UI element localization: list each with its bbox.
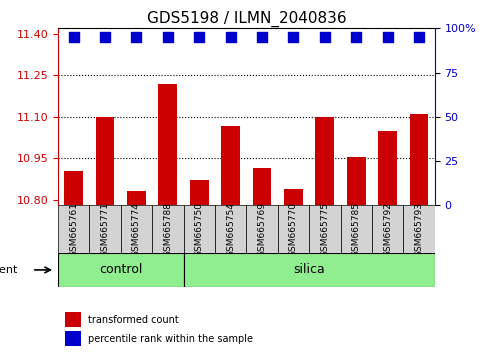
FancyBboxPatch shape [246,205,278,253]
Point [353,34,360,39]
Text: GSM665792: GSM665792 [383,202,392,257]
Text: GSM665761: GSM665761 [69,202,78,257]
Bar [96,117,114,205]
Text: GSM665793: GSM665793 [414,202,424,257]
Point [258,34,266,39]
Text: percentile rank within the sample: percentile rank within the sample [88,334,253,344]
Point [290,34,298,39]
Point [195,34,203,39]
Bar [66,331,81,346]
Bar [127,192,146,205]
Text: agent: agent [0,265,17,275]
Bar [190,181,209,205]
Title: GDS5198 / ILMN_2040836: GDS5198 / ILMN_2040836 [146,11,346,27]
Bar [315,117,334,205]
Text: GSM665750: GSM665750 [195,202,204,257]
FancyBboxPatch shape [215,205,246,253]
FancyBboxPatch shape [121,205,152,253]
Text: GSM665754: GSM665754 [226,202,235,257]
FancyBboxPatch shape [278,205,309,253]
Bar [66,312,81,327]
Bar [253,168,271,205]
Text: GSM665770: GSM665770 [289,202,298,257]
Text: transformed count: transformed count [88,315,179,325]
FancyBboxPatch shape [309,205,341,253]
Bar [347,157,366,205]
Point [321,34,328,39]
Text: GSM665785: GSM665785 [352,202,361,257]
Text: GSM665771: GSM665771 [100,202,110,257]
Point [164,34,172,39]
Point [70,34,78,39]
FancyBboxPatch shape [184,253,435,287]
FancyBboxPatch shape [89,205,121,253]
FancyBboxPatch shape [152,205,184,253]
Bar [410,114,428,205]
Point [415,34,423,39]
Point [101,34,109,39]
Bar [378,131,397,205]
Text: GSM665788: GSM665788 [163,202,172,257]
Bar [284,189,303,205]
Point [133,34,141,39]
FancyBboxPatch shape [58,205,89,253]
FancyBboxPatch shape [58,253,184,287]
FancyBboxPatch shape [403,205,435,253]
FancyBboxPatch shape [341,205,372,253]
Text: GSM665774: GSM665774 [132,202,141,257]
Text: GSM665775: GSM665775 [320,202,329,257]
Point [227,34,235,39]
FancyBboxPatch shape [372,205,403,253]
Text: silica: silica [293,263,325,276]
Text: GSM665769: GSM665769 [257,202,267,257]
Text: control: control [99,263,142,276]
FancyBboxPatch shape [184,205,215,253]
Bar [64,171,83,205]
Point [384,34,392,39]
Bar [158,84,177,205]
Bar [221,126,240,205]
